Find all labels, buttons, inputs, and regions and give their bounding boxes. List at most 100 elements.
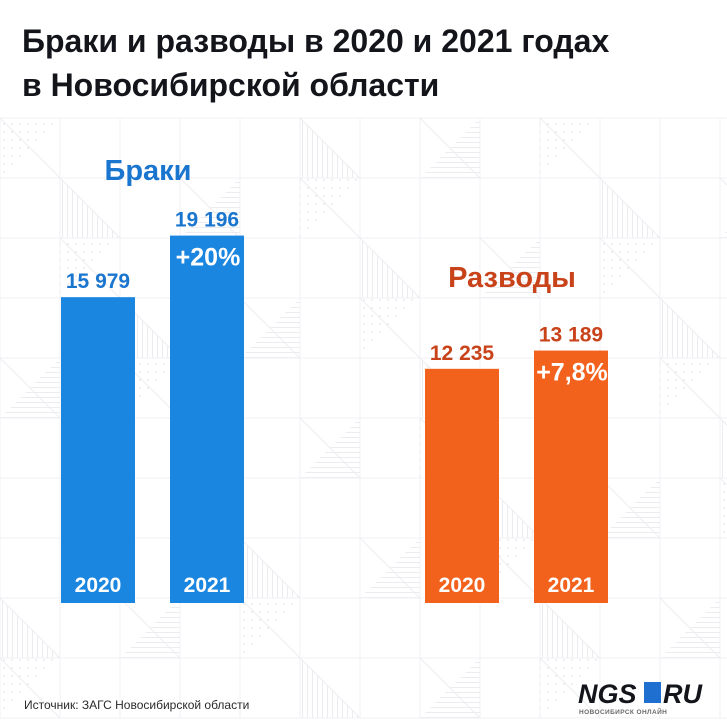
bg-cell bbox=[719, 597, 727, 659]
chart-group-1: Разводы 12 235 2020 13 189 2021 +7,8% bbox=[425, 262, 608, 603]
value-label: 12 235 bbox=[430, 342, 495, 365]
chart-marks: Браки 15 979 2020 19 196 2021 +20% Разводы 12 2… bbox=[61, 155, 608, 603]
year-label: 2020 bbox=[75, 574, 122, 597]
bg-cell bbox=[599, 417, 661, 479]
bg-cell bbox=[0, 177, 61, 239]
change-label: +20% bbox=[176, 244, 241, 272]
bg-cell bbox=[599, 297, 661, 359]
bg-diagonal bbox=[659, 297, 721, 359]
bg-diagonal bbox=[0, 657, 61, 719]
bg-cell bbox=[719, 117, 727, 179]
bg-cell bbox=[239, 357, 301, 419]
bg-cell bbox=[359, 477, 421, 539]
year-label: 2020 bbox=[439, 574, 486, 597]
bg-cell bbox=[239, 117, 301, 179]
bg-cell bbox=[299, 297, 361, 359]
bar-2020 bbox=[61, 297, 135, 603]
bg-cell bbox=[599, 597, 661, 659]
bg-cell bbox=[0, 537, 61, 599]
bg-diagonal bbox=[0, 597, 61, 659]
change-label: +7,8% bbox=[536, 359, 608, 387]
bg-cell bbox=[659, 117, 721, 179]
bg-diagonal bbox=[539, 597, 601, 659]
bg-cell bbox=[359, 657, 421, 719]
bg-diagonal bbox=[0, 117, 61, 179]
bg-cell bbox=[299, 597, 361, 659]
value-label: 15 979 bbox=[66, 270, 130, 293]
bg-diagonal bbox=[179, 177, 241, 239]
bg-cell bbox=[299, 357, 361, 419]
bg-cell bbox=[0, 477, 61, 539]
bg-cell bbox=[359, 417, 421, 479]
bg-cell bbox=[299, 537, 361, 599]
title-line-1: Браки и разводы в 2020 и 2021 годах bbox=[22, 23, 609, 59]
bg-cell bbox=[719, 177, 727, 239]
bg-diagonal bbox=[239, 597, 301, 659]
bg-cell bbox=[599, 117, 661, 179]
bg-diagonal bbox=[359, 237, 421, 299]
bg-cell bbox=[719, 297, 727, 359]
bg-cell bbox=[659, 237, 721, 299]
bg-diagonal bbox=[479, 237, 541, 299]
bg-cell bbox=[59, 597, 121, 659]
bg-diagonal bbox=[59, 237, 121, 299]
bar-2021 bbox=[170, 235, 244, 603]
bg-cell bbox=[479, 177, 541, 239]
bg-diagonal bbox=[299, 177, 361, 239]
bg-triangle bbox=[720, 418, 727, 478]
year-label: 2021 bbox=[548, 574, 595, 597]
bg-cell bbox=[539, 177, 601, 239]
bg-diagonal bbox=[359, 297, 421, 359]
bg-cell bbox=[119, 177, 181, 239]
logo-ngs-text: NGS bbox=[578, 679, 637, 709]
bg-diagonal bbox=[299, 417, 361, 479]
bg-cell bbox=[599, 357, 661, 419]
logo-square-icon bbox=[644, 682, 661, 703]
bg-cell bbox=[359, 177, 421, 239]
value-label: 13 189 bbox=[539, 324, 603, 347]
bg-diagonal bbox=[659, 357, 721, 419]
bg-cell bbox=[239, 417, 301, 479]
bg-diagonal bbox=[299, 657, 361, 719]
bg-diagonal bbox=[599, 477, 661, 539]
bg-cell bbox=[659, 537, 721, 599]
bg-cell bbox=[239, 177, 301, 239]
bg-cell bbox=[719, 657, 727, 719]
bg-cell bbox=[0, 237, 61, 299]
ngs-logo: NGS RU НОВОСИБИРСК ОНЛАЙН bbox=[578, 679, 703, 716]
bg-diagonal bbox=[599, 237, 661, 299]
bg-diagonal bbox=[419, 117, 481, 179]
bg-cell bbox=[719, 357, 727, 419]
title-line-2: в Новосибирской области bbox=[22, 67, 439, 103]
bg-cell bbox=[479, 657, 541, 719]
bg-cell bbox=[479, 597, 541, 659]
chart-group-0: Браки 15 979 2020 19 196 2021 +20% bbox=[61, 155, 244, 603]
bg-cell bbox=[659, 177, 721, 239]
bg-diagonal bbox=[119, 597, 181, 659]
value-label: 19 196 bbox=[175, 209, 239, 232]
bg-cell bbox=[179, 597, 241, 659]
logo-subtitle: НОВОСИБИРСК ОНЛАЙН bbox=[579, 707, 667, 716]
bg-cell bbox=[359, 357, 421, 419]
bg-cell bbox=[359, 597, 421, 659]
bg-cell bbox=[0, 297, 61, 359]
chart-title: Разводы bbox=[448, 262, 576, 294]
year-label: 2021 bbox=[184, 574, 231, 597]
bg-diagonal bbox=[419, 657, 481, 719]
bg-diagonal bbox=[659, 597, 721, 659]
bg-cell bbox=[419, 177, 481, 239]
bg-cell bbox=[0, 417, 61, 479]
bg-diagonal bbox=[599, 177, 661, 239]
bg-cell bbox=[719, 537, 727, 599]
bg-diagonal bbox=[539, 117, 601, 179]
bg-diagonal bbox=[0, 357, 61, 419]
logo-ru-text: RU bbox=[663, 679, 703, 709]
bg-diagonal bbox=[359, 537, 421, 599]
bg-diagonal bbox=[59, 177, 121, 239]
bg-cell bbox=[479, 117, 541, 179]
bg-cell bbox=[239, 477, 301, 539]
bg-cell bbox=[239, 237, 301, 299]
bg-diagonal bbox=[539, 657, 601, 719]
bg-diagonal bbox=[239, 537, 301, 599]
